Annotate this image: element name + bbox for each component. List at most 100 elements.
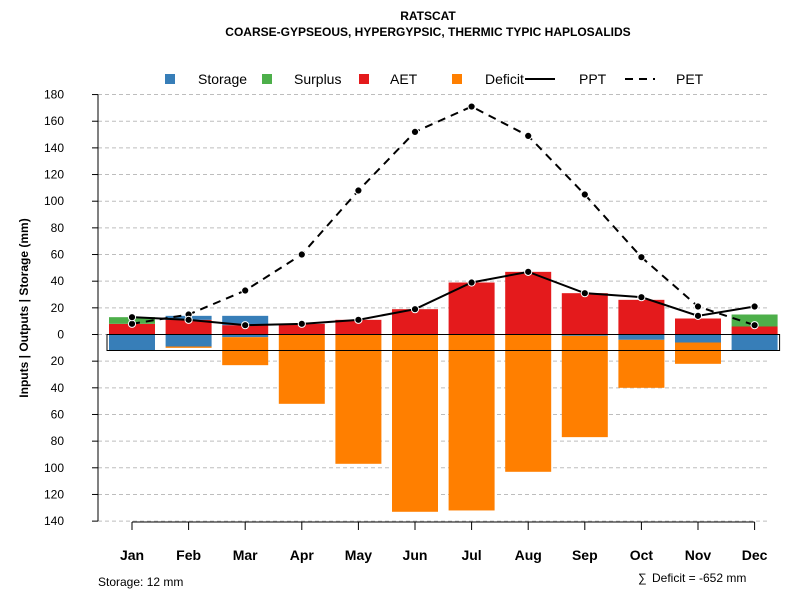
- ppt-line: [131, 270, 755, 327]
- deficit-note: Deficit = -652 mm: [652, 571, 746, 585]
- y-tick-label: 0: [57, 328, 64, 342]
- aet-bar: [392, 309, 438, 335]
- pet-line-point: [410, 127, 420, 136]
- y-tick-label: 140: [44, 141, 64, 155]
- surplus-bar: [731, 314, 778, 327]
- y-axis-label: Inputs | Outputs | Storage (mm): [17, 218, 31, 397]
- legend-label-surplus: Surplus: [294, 71, 341, 87]
- y-tick-label: 100: [44, 194, 64, 208]
- deficit-bar: [618, 339, 665, 388]
- x-tick-label: Apr: [290, 547, 315, 563]
- axes: 180 160 140 120 100 80 60 40 20 0 20 40 60 80 100 120 14…: [44, 88, 768, 563]
- legend-label-storage: Storage: [198, 71, 247, 87]
- pet-line-point: [467, 102, 476, 111]
- deficit-bar: [165, 346, 212, 348]
- legend-label-ppt: PPT: [579, 71, 607, 87]
- x-tick-label: Oct: [630, 547, 654, 563]
- legend-swatch-aet: [359, 74, 369, 84]
- storage-draw-bar: [222, 334, 269, 338]
- storage-capacity-box: [106, 334, 781, 351]
- aet-bar: [448, 282, 495, 335]
- legend-label-pet: PET: [676, 71, 704, 87]
- aet-bar: [278, 323, 325, 335]
- x-tick-label: Nov: [685, 547, 712, 563]
- y-tick-label: 40: [51, 274, 65, 288]
- aet-bar: [675, 318, 721, 335]
- legend-swatch-surplus: [262, 74, 272, 84]
- chart-title: RATSCAT: [400, 9, 456, 23]
- storage-draw-bar: [109, 334, 155, 351]
- pet-line-point: [693, 302, 703, 311]
- aet-bar: [505, 271, 552, 335]
- pet-line-point: [750, 321, 759, 330]
- y-tick-label: 100: [44, 461, 64, 475]
- legend-swatch-deficit: [452, 74, 462, 84]
- pet-line-point: [241, 286, 250, 295]
- ppt-line-point: [750, 302, 759, 311]
- y-tick-label: 60: [51, 248, 65, 262]
- deficit-bar: [448, 334, 495, 511]
- series-lines: [127, 102, 759, 330]
- pet-line-point: [354, 186, 363, 195]
- storage-draw-bar: [731, 334, 778, 351]
- x-tick-label: Jan: [120, 547, 144, 563]
- legend-label-aet: AET: [390, 71, 418, 87]
- aet-bar: [335, 319, 382, 335]
- deficit-bar: [222, 337, 269, 366]
- aet-bar: [165, 319, 212, 335]
- x-tick-label: Aug: [515, 547, 542, 563]
- deficit-bar: [561, 335, 608, 438]
- y-tick-label: 20: [51, 354, 65, 368]
- ppt-line-point: [467, 278, 476, 287]
- y-tick-label: 120: [44, 487, 64, 501]
- x-tick-label: Jul: [461, 547, 481, 563]
- y-tick-label: 140: [44, 514, 64, 528]
- ppt-line-point: [524, 267, 533, 276]
- storage-draw-bar: [618, 334, 665, 340]
- ppt-line-point: [184, 315, 193, 324]
- aet-bar: [109, 323, 155, 335]
- x-tick-label: Jun: [403, 547, 428, 563]
- y-tick-label: 20: [51, 301, 65, 315]
- ppt-line-point: [297, 319, 306, 328]
- ppt-line-point: [410, 305, 420, 314]
- x-tick-label: Feb: [176, 547, 201, 563]
- aet-bar: [561, 293, 608, 335]
- pet-line-point: [524, 131, 533, 140]
- pet-line-point: [580, 190, 589, 199]
- aet-bar: [222, 325, 269, 335]
- x-tick-label: Mar: [233, 547, 258, 563]
- y-tick-label: 40: [51, 381, 65, 395]
- aet-bar: [731, 326, 778, 335]
- y-tick-label: 60: [51, 407, 65, 421]
- x-tick-label: May: [345, 547, 372, 563]
- storage-draw-bar: [165, 334, 212, 347]
- ppt-line-point: [580, 289, 589, 298]
- storage-draw-bar: [675, 334, 721, 343]
- y-tick-label: 160: [44, 114, 64, 128]
- storage-recharge-bar: [222, 315, 269, 326]
- aet-bar: [618, 299, 665, 335]
- deficit-bar: [335, 334, 382, 464]
- deficit-bar: [505, 334, 552, 472]
- legend-label-deficit: Deficit: [485, 71, 524, 87]
- deficit-bar: [675, 342, 721, 364]
- x-tick-label: Sep: [572, 547, 598, 563]
- y-tick-label: 80: [51, 434, 65, 448]
- ppt-line-point: [354, 315, 363, 324]
- sigma-symbol: ∑: [638, 571, 647, 585]
- y-tick-label: 180: [44, 88, 64, 102]
- pet-line-point: [127, 319, 137, 328]
- legend: Storage Surplus AET Deficit PPT PET: [165, 71, 704, 87]
- ppt-line-point: [241, 321, 250, 330]
- pet-line-point: [637, 253, 646, 262]
- storage-draw-bar: [561, 334, 608, 336]
- legend-swatch-storage: [165, 74, 175, 84]
- x-tick-label: Dec: [742, 547, 768, 563]
- ppt-line-point: [637, 293, 646, 302]
- pet-line: [131, 105, 755, 327]
- deficit-bar: [278, 334, 325, 404]
- deficit-bar: [392, 334, 438, 512]
- storage-note: Storage: 12 mm: [98, 575, 183, 589]
